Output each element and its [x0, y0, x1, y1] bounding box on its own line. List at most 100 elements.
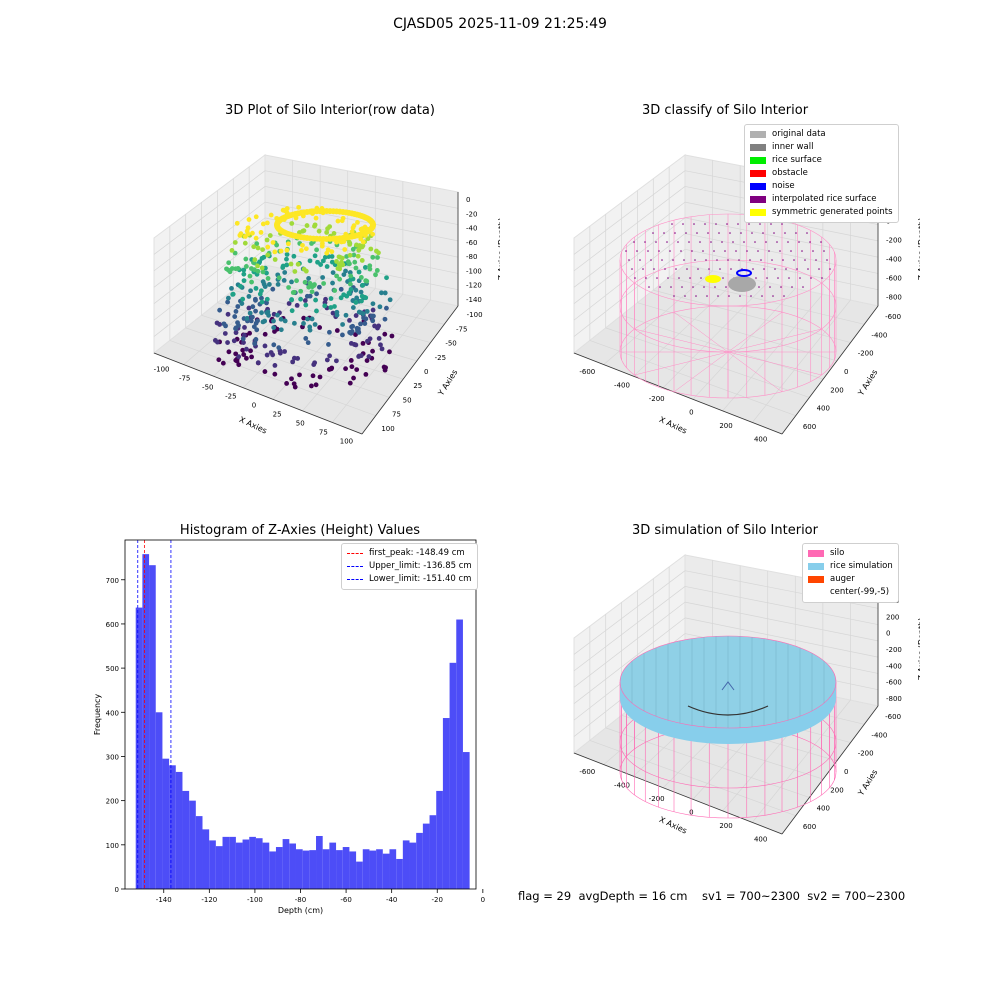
data-point [212, 337, 218, 343]
y-tick-label: 50 [403, 396, 412, 404]
data-point [298, 288, 304, 294]
y-tick-label: 75 [392, 411, 401, 419]
y-tick-label: 100 [381, 425, 394, 433]
grid-line [169, 340, 376, 417]
data-point [222, 331, 228, 336]
data-point [270, 352, 276, 358]
data-point [703, 286, 705, 288]
x-tick-label: -600 [579, 768, 595, 776]
data-point [783, 295, 785, 297]
data-point [355, 253, 361, 259]
y-tick-label: -200 [858, 750, 874, 758]
raw-plot-title: 3D Plot of Silo Interior(row data) [225, 103, 435, 118]
data-point [697, 268, 699, 270]
data-point [343, 268, 348, 274]
data-point [802, 286, 804, 288]
histogram-bar [249, 836, 256, 889]
legend-label: first_peak: -148.49 cm [369, 548, 465, 558]
data-point [343, 312, 349, 318]
data-point [796, 268, 798, 270]
histogram-bar [336, 850, 343, 889]
data-point [795, 232, 797, 234]
data-point [300, 242, 305, 248]
data-point [370, 348, 375, 354]
data-point [721, 241, 723, 243]
histogram-bar [356, 861, 363, 889]
data-point [220, 360, 226, 366]
data-point [334, 358, 339, 364]
y-tick-label: 700 [106, 577, 119, 585]
silo-floor-spoke [727, 351, 783, 393]
data-point [307, 293, 313, 299]
data-point [339, 255, 345, 261]
y-tick-label: 400 [817, 805, 830, 813]
x-tick-label: -600 [579, 368, 595, 376]
data-point [389, 333, 395, 339]
silo-floor-spoke [673, 311, 729, 353]
legend-swatch [750, 209, 766, 216]
data-point [329, 254, 335, 259]
z-tick-label: -600 [886, 275, 902, 283]
y-tick-label: 400 [817, 405, 830, 413]
data-point [303, 268, 309, 274]
data-point [272, 371, 278, 377]
data-point [226, 260, 232, 266]
y-tick-label: 600 [803, 823, 816, 831]
data-point [340, 215, 346, 221]
data-point [332, 288, 338, 293]
data-point [350, 246, 356, 252]
data-point [282, 349, 287, 354]
data-point [230, 292, 236, 297]
data-point [284, 206, 290, 211]
data-point [216, 357, 222, 363]
data-point [669, 250, 671, 252]
x-tick-label: -40 [386, 896, 397, 904]
data-point [347, 241, 353, 247]
data-point [754, 241, 756, 243]
z-axis-label: Z Axies (Depth) [497, 218, 500, 281]
data-point [267, 233, 273, 238]
data-point [779, 250, 781, 252]
histogram-bar [362, 849, 370, 889]
data-point [625, 250, 627, 252]
data-point [243, 355, 249, 361]
grid-line [573, 249, 686, 337]
data-point [242, 240, 248, 246]
y-tick-label: 200 [830, 386, 843, 394]
x-tick-label: -100 [247, 896, 263, 904]
data-point [809, 241, 811, 243]
data-point [284, 262, 290, 268]
data-point [337, 266, 343, 272]
classify-plot-title: 3D classify of Silo Interior [641, 103, 809, 118]
legend-swatch [750, 131, 766, 138]
data-point [658, 250, 660, 252]
legend-item: Lower_limit: -151.40 cm [347, 573, 472, 586]
data-point [280, 207, 286, 213]
y-tick-label: 0 [115, 886, 119, 894]
data-point [272, 249, 278, 255]
data-point [328, 305, 334, 310]
data-point [284, 247, 290, 253]
data-point [339, 261, 345, 267]
data-point [639, 259, 641, 261]
data-point [746, 250, 748, 252]
data-point [309, 316, 315, 322]
legend-item: interpolated rice surface [750, 193, 893, 206]
data-point [713, 250, 715, 252]
data-point [358, 275, 364, 280]
data-point [359, 298, 364, 304]
histogram-bar [376, 849, 383, 889]
data-point [360, 243, 366, 249]
data-point [324, 230, 330, 235]
data-point [683, 259, 685, 261]
histogram-bar [329, 842, 337, 889]
data-point [320, 258, 326, 264]
data-point [710, 241, 712, 243]
data-point [714, 286, 716, 288]
y-tick-label: 600 [803, 423, 816, 431]
data-point [284, 252, 290, 257]
histogram-bar [275, 847, 283, 889]
grid-line [573, 233, 686, 321]
data-point [677, 241, 679, 243]
data-point [829, 268, 831, 270]
